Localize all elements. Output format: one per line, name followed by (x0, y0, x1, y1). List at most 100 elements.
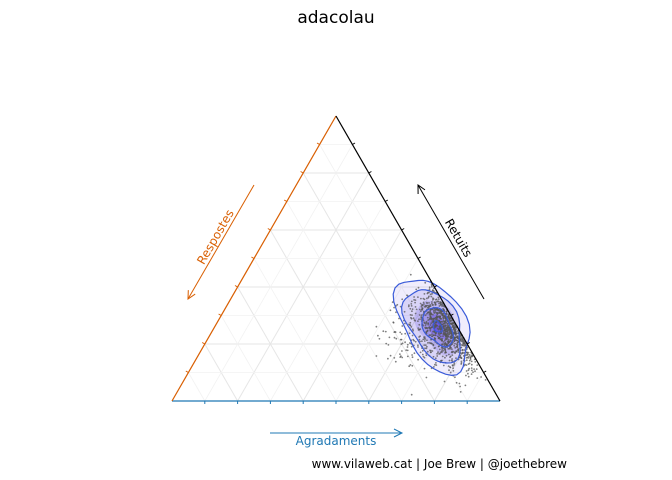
data-point (427, 306, 430, 309)
data-point (423, 293, 426, 295)
data-point (429, 310, 431, 312)
data-point (412, 317, 415, 320)
data-point (414, 301, 416, 304)
data-point (408, 323, 410, 326)
data-point (452, 367, 454, 370)
data-point (451, 358, 453, 360)
data-point (447, 328, 450, 331)
data-point (420, 310, 422, 312)
data-point (409, 321, 412, 324)
data-point (426, 345, 428, 348)
data-point (452, 370, 455, 372)
data-point (442, 318, 445, 320)
data-point (410, 303, 413, 305)
data-point (441, 348, 444, 350)
data-point (403, 310, 406, 313)
data-point (449, 371, 452, 374)
data-point (454, 376, 456, 379)
data-point (431, 308, 434, 311)
data-point (453, 363, 455, 366)
data-point (422, 319, 425, 322)
bottom-axis-arrow (270, 428, 404, 438)
grid-line-minor (188, 372, 206, 402)
data-point (418, 338, 421, 341)
data-point (399, 353, 401, 355)
data-point (425, 330, 428, 333)
data-point (428, 327, 431, 330)
data-point (439, 352, 441, 355)
data-point (474, 361, 477, 363)
data-point (424, 344, 427, 347)
data-point (404, 322, 406, 325)
grid-line-minor (286, 201, 402, 402)
data-point (413, 299, 415, 301)
data-point (429, 312, 432, 314)
data-point (459, 356, 461, 359)
data-point (408, 304, 410, 306)
data-point (425, 297, 428, 300)
data-point (393, 357, 396, 359)
data-point (432, 318, 434, 321)
data-point (395, 337, 398, 340)
data-point (442, 364, 445, 367)
grid-line-minor (270, 201, 386, 402)
data-point (377, 334, 379, 337)
grid-line (237, 286, 304, 402)
data-point (436, 327, 439, 330)
data-point (429, 349, 432, 352)
data-point (417, 320, 419, 322)
data-point (424, 304, 427, 307)
data-point (465, 370, 468, 372)
data-point (450, 337, 452, 339)
data-point (435, 298, 438, 301)
data-point (414, 312, 417, 315)
data-point (411, 354, 413, 356)
data-point (406, 346, 409, 348)
data-point (434, 334, 437, 337)
data-point (425, 323, 427, 325)
data-point (382, 330, 385, 333)
data-point (436, 309, 439, 311)
data-point (400, 338, 403, 341)
data-point (406, 355, 409, 358)
data-point (410, 305, 413, 307)
data-point (411, 308, 414, 311)
data-point (423, 321, 426, 324)
right-tick (450, 313, 454, 316)
data-point (429, 304, 432, 306)
data-point (447, 315, 450, 318)
data-point (429, 324, 432, 326)
data-point (447, 335, 450, 338)
data-point (414, 319, 417, 322)
data-point (464, 384, 467, 387)
data-point (455, 350, 457, 353)
data-point (432, 297, 434, 300)
right-axis-arrow (417, 184, 485, 300)
data-point (432, 304, 434, 306)
data-point (399, 331, 402, 334)
data-point (464, 343, 467, 345)
bottom-axis-label: Agradaments (296, 434, 377, 448)
data-point (426, 312, 428, 315)
right-tick (417, 256, 421, 259)
data-point (417, 344, 419, 347)
data-point (401, 350, 403, 352)
data-point (417, 286, 420, 289)
data-point (460, 344, 462, 346)
data-point (423, 336, 426, 339)
data-point (429, 351, 432, 354)
data-point (447, 326, 449, 329)
data-point (421, 340, 423, 343)
data-point (391, 301, 394, 303)
left-tick (251, 256, 255, 259)
data-point (417, 346, 419, 348)
right-tick (368, 171, 372, 174)
data-point (447, 365, 450, 367)
data-point (429, 329, 432, 332)
data-point (448, 341, 451, 343)
data-point (470, 373, 473, 375)
data-point (458, 382, 461, 385)
data-point (436, 313, 439, 315)
data-point (445, 311, 448, 313)
